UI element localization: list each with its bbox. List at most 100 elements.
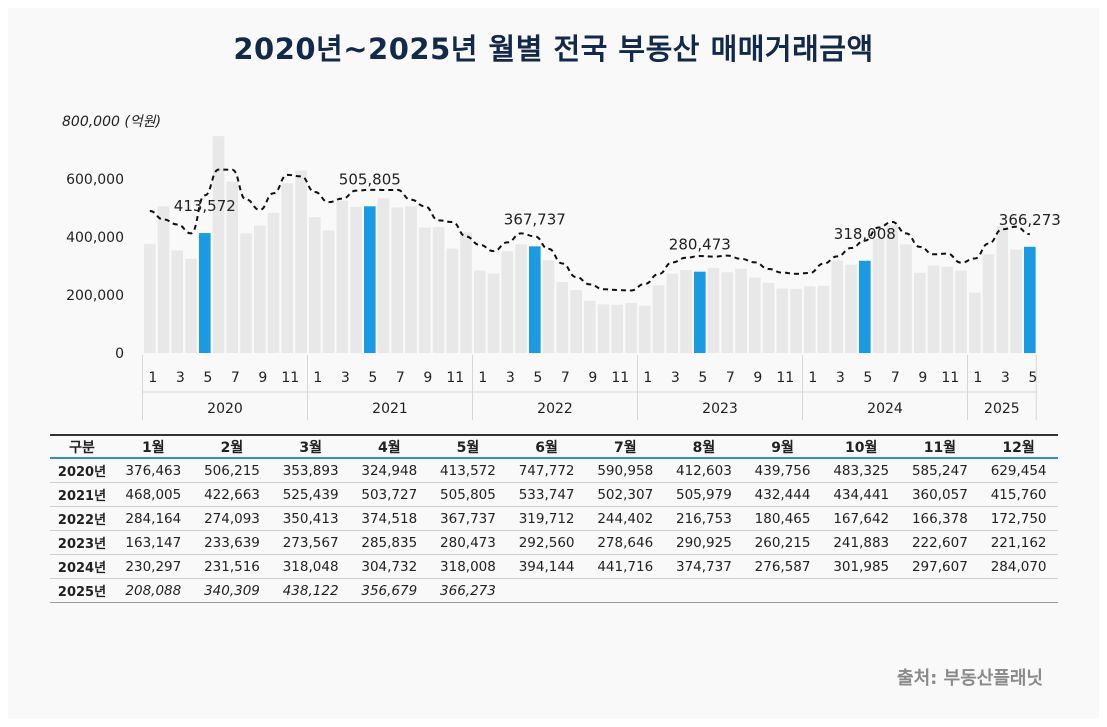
- table-cell-value: [979, 578, 1058, 603]
- x-tick-label: 7: [726, 370, 735, 386]
- table-cell-value: 483,325: [821, 458, 901, 483]
- y-tick-label: 200,000: [66, 288, 124, 304]
- bar: [652, 285, 665, 353]
- bar: [680, 270, 692, 353]
- x-tick-label: 11: [776, 370, 794, 386]
- x-tick-label: 5: [863, 370, 872, 386]
- table-row-year: 2022년: [50, 506, 114, 531]
- bar: [254, 225, 266, 353]
- bar: [721, 272, 734, 353]
- bar-highlight: [694, 271, 706, 353]
- table-row-year: 2025년: [50, 578, 114, 603]
- trend-line: [149, 168, 1030, 292]
- bar: [487, 273, 500, 353]
- bar-highlight: [529, 246, 541, 353]
- table-cell-value: 292,560: [507, 530, 586, 555]
- table-cell-value: 422,663: [192, 482, 272, 507]
- bar: [212, 136, 225, 353]
- bar: [460, 232, 472, 353]
- table-cell-value: 503,727: [349, 482, 429, 507]
- bar: [556, 282, 569, 353]
- table-cell-value: 166,378: [900, 506, 980, 531]
- x-year-label: 2021: [372, 401, 408, 417]
- table-header-month: 8월: [664, 434, 744, 459]
- bar-highlight: [199, 233, 211, 353]
- table-cell-value: [585, 578, 665, 603]
- bar: [144, 243, 156, 353]
- table-cell-value: 324,948: [349, 458, 429, 483]
- bar-highlight: [859, 260, 871, 353]
- table-cell-value: 629,454: [979, 458, 1058, 483]
- table-cell-value: 415,760: [979, 482, 1058, 507]
- bar: [309, 217, 321, 353]
- x-tick-label: 7: [891, 370, 900, 386]
- x-tick-label: 11: [446, 370, 464, 386]
- table-cell-value: 260,215: [743, 530, 822, 555]
- bar: [900, 244, 912, 353]
- table-header-month: 10월: [821, 434, 901, 459]
- bar: [157, 206, 170, 353]
- x-tick-label: 1: [478, 370, 487, 386]
- table-row: 2025년 208,088 340,309 438,122 356,679 366,273: [50, 578, 1058, 603]
- y-tick-label: 0: [115, 346, 124, 362]
- x-tick-label: 3: [341, 370, 350, 386]
- table-cell-value: [821, 578, 901, 603]
- chart-title: 2020년~2025년 월별 전국 부동산 매매거래금액: [233, 32, 874, 66]
- x-tick-label: 3: [1001, 370, 1010, 386]
- table-cell-value: 319,712: [507, 506, 586, 531]
- table-header-month: 1월: [114, 434, 193, 459]
- table-header-month: 2월: [192, 434, 272, 459]
- table-cell-value: [664, 578, 744, 603]
- table-cell-value: 318,008: [428, 554, 508, 579]
- table-row-year: 2020년: [50, 458, 114, 483]
- table-row: 2022년 284,164 274,093 350,413 374,518 367,737…: [50, 506, 1058, 531]
- x-tick-label: 3: [671, 370, 680, 386]
- data-label: 413,572: [174, 197, 236, 215]
- data-table: 구분 1월 2월 3월 4월 5월 6월 7월 8월 9월 10월 11월 12월 2020년 376,4…: [50, 434, 1058, 603]
- bar: [295, 170, 307, 353]
- table-cell-value: 468,005: [114, 482, 193, 507]
- bar-chart: 800,000 (억원) 0 200,000 400,000 600,000 413,57…: [62, 114, 1061, 420]
- bar: [584, 300, 596, 353]
- x-tick-label: 5: [698, 370, 707, 386]
- x-tick-label: 9: [423, 370, 432, 386]
- table-cell-value: 216,753: [664, 506, 744, 531]
- bar: [872, 238, 885, 353]
- table-cell-value: 502,307: [585, 482, 665, 507]
- bar: [927, 265, 940, 353]
- table-cell-value: 506,215: [192, 458, 272, 483]
- table-cell-value: 274,093: [192, 506, 272, 531]
- table-cell-value: 441,716: [585, 554, 665, 579]
- x-year-label: 2024: [867, 401, 903, 417]
- x-tick-label: 1: [148, 370, 157, 386]
- bar: [914, 272, 926, 353]
- table-cell-value: [743, 578, 822, 603]
- table-cell-value: 163,147: [114, 530, 193, 555]
- bar: [886, 224, 899, 353]
- x-tick-label: 7: [561, 370, 570, 386]
- x-year-label: 2022: [537, 401, 573, 417]
- bar: [377, 198, 390, 353]
- table-cell-value: 360,057: [900, 482, 980, 507]
- bar: [804, 286, 816, 353]
- x-tick-label: 5: [368, 370, 377, 386]
- bar: [707, 268, 720, 353]
- table-cell-value: 412,603: [664, 458, 744, 483]
- bar: [1010, 249, 1022, 353]
- bar: [474, 270, 486, 353]
- x-tick-label: 11: [941, 370, 959, 386]
- data-label: 366,273: [999, 211, 1061, 229]
- data-label: 505,805: [339, 170, 401, 188]
- table-cell-value: 356,679: [349, 578, 429, 603]
- x-tick-label: 7: [396, 370, 405, 386]
- source-label: 출처: 부동산플래닛: [897, 668, 1043, 689]
- table-header-month: 5월: [428, 434, 508, 459]
- table-row: 2021년 468,005 422,663 525,439 503,727 505,805…: [50, 482, 1058, 507]
- bar: [735, 268, 747, 353]
- bar: [322, 230, 335, 353]
- table-cell-value: 374,518: [349, 506, 429, 531]
- bar: [776, 288, 789, 353]
- table-header-category: 구분: [50, 434, 114, 459]
- x-tick-label: 1: [973, 370, 982, 386]
- table-cell-value: 276,587: [743, 554, 822, 579]
